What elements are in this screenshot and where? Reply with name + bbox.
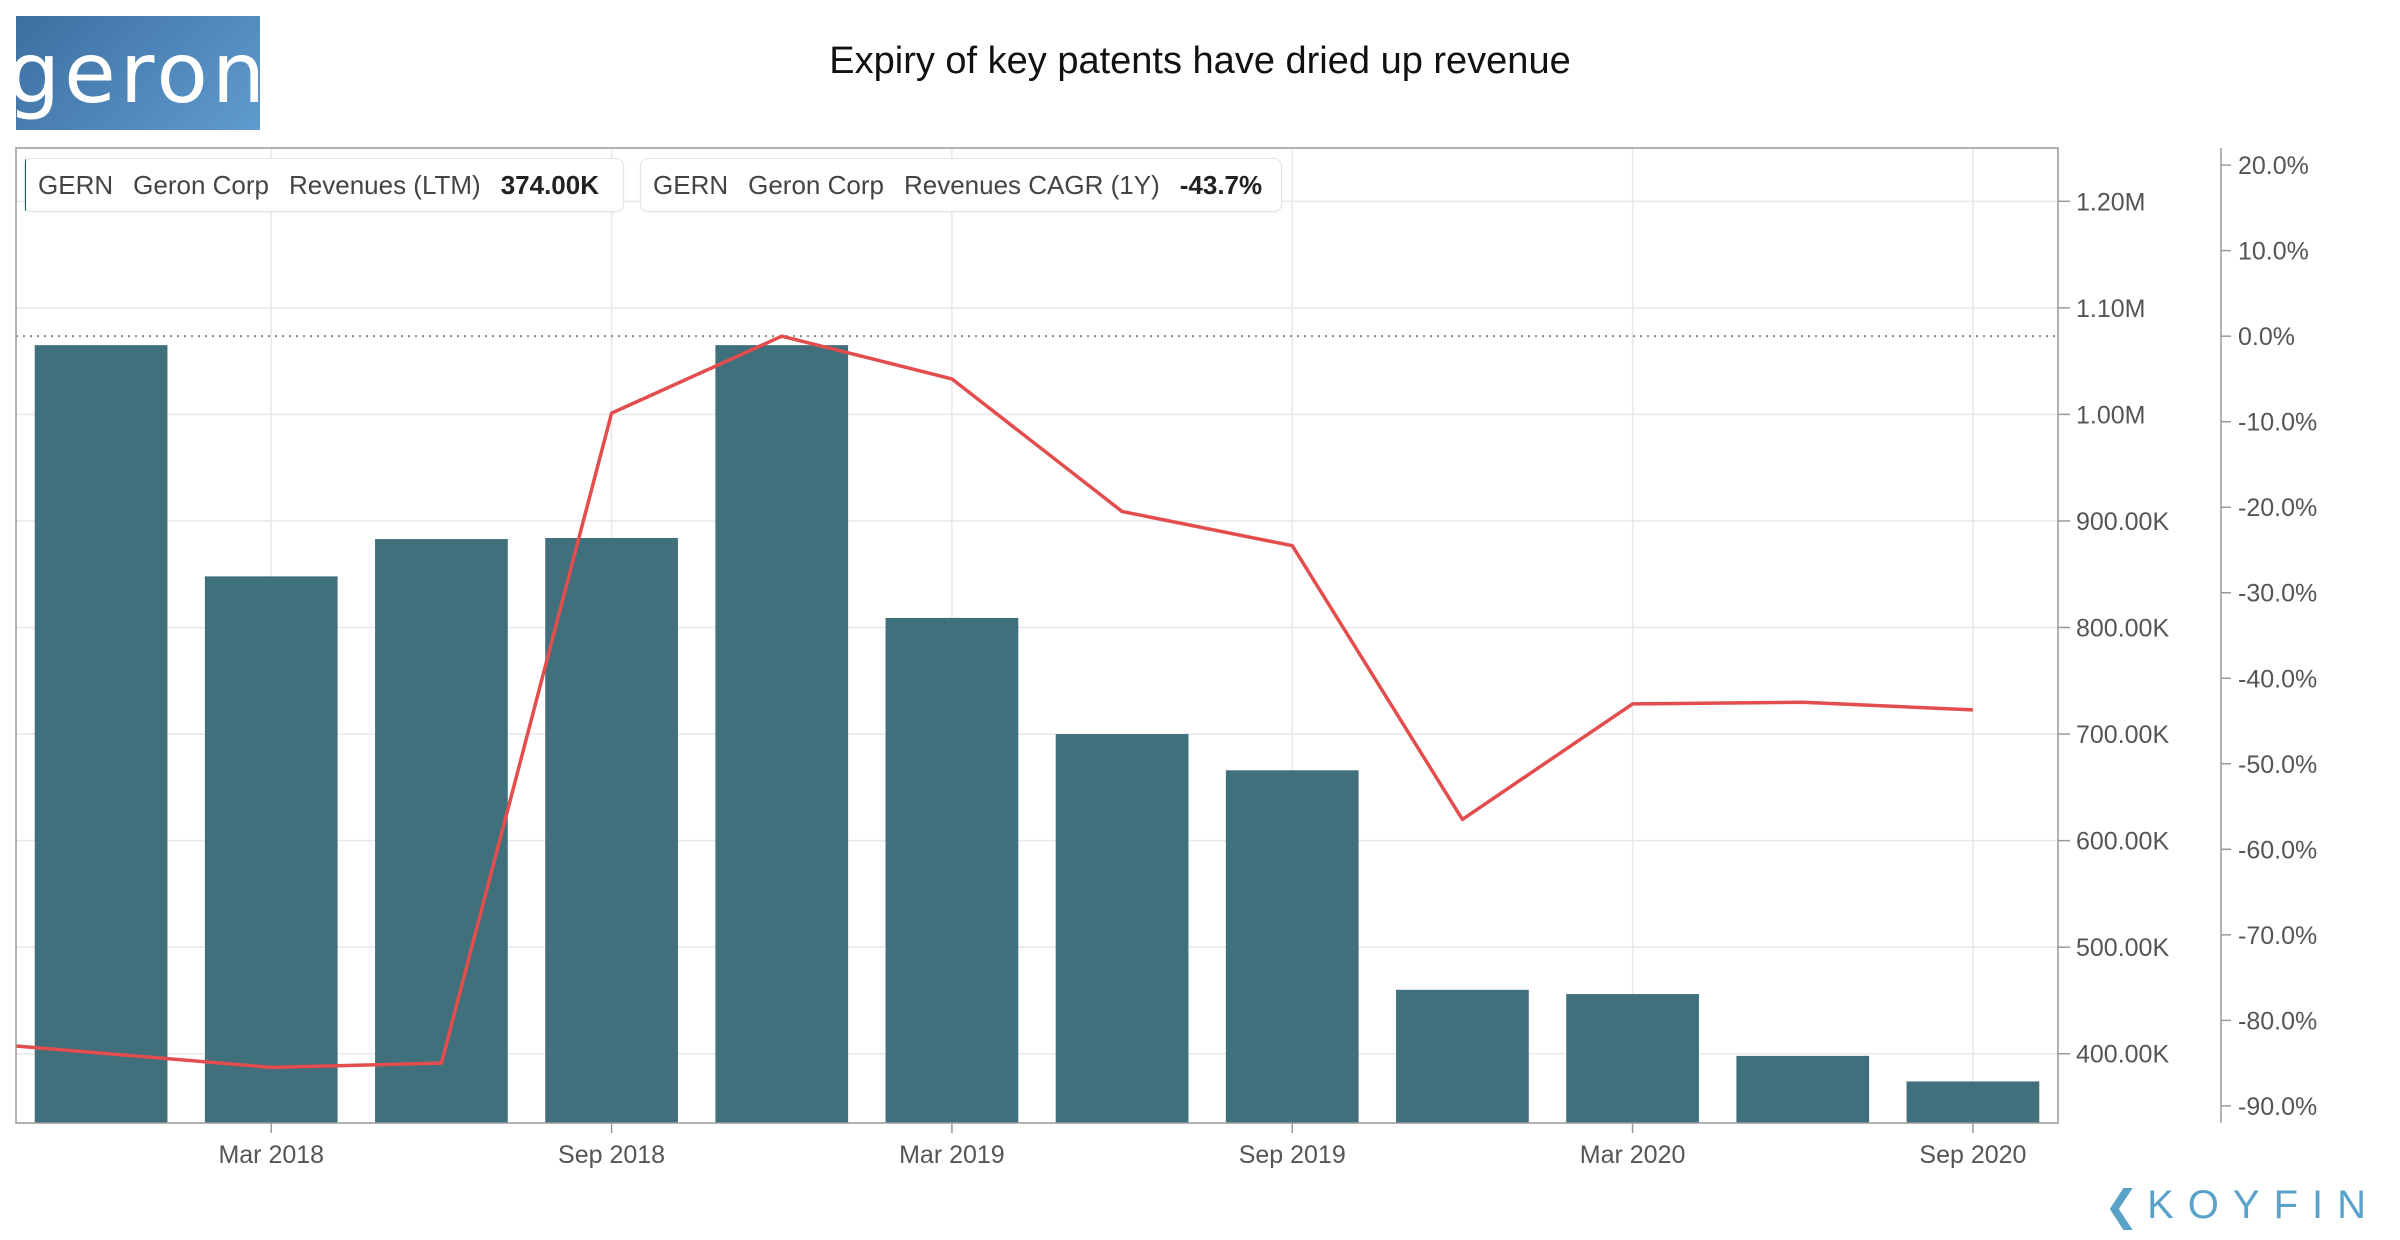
right-axis-tick-label: -50.0% <box>2238 751 2317 779</box>
koyfin-text: KOYFIN <box>2147 1183 2380 1227</box>
chart-title: Expiry of key patents have dried up reve… <box>829 40 1571 82</box>
right-axis-tick-label: -40.0% <box>2238 665 2317 693</box>
koyfin-brand: ❮ KOYFIN <box>2104 1181 2380 1230</box>
revenue-bar <box>1225 770 1359 1123</box>
revenue-bar <box>1906 1081 2040 1123</box>
x-tick-label: Sep 2019 <box>1239 1141 1346 1169</box>
legend-ticker: GERN <box>653 169 729 200</box>
revenue-bar <box>885 617 1019 1123</box>
x-tick-label: Mar 2018 <box>218 1141 324 1169</box>
legend-metric: Revenues CAGR (1Y) <box>903 169 1160 200</box>
revenue-bar <box>545 538 678 1123</box>
legend-revenues[interactable]: GERN Geron Corp Revenues (LTM) 374.00K <box>24 158 624 212</box>
legend-company: Geron Corp <box>133 169 269 200</box>
legend-value: 374.00K <box>500 169 599 200</box>
left-axis-tick-label: 500.00K <box>2076 934 2169 962</box>
revenue-bar <box>375 539 508 1123</box>
plot-frame <box>15 147 2059 1124</box>
revenue-bar <box>715 345 849 1124</box>
legend-color-mark <box>25 159 27 211</box>
right-axis-tick-label: -80.0% <box>2238 1007 2317 1035</box>
legend-metric: Revenues (LTM) <box>289 169 481 200</box>
left-axis-tick-label: 400.00K <box>2076 1041 2169 1069</box>
left-axis-tick-label: 1.10M <box>2076 295 2145 323</box>
revenue-bar <box>1396 989 1529 1123</box>
geron-logo: geron <box>7 16 265 130</box>
logo-text: geron <box>6 24 270 122</box>
x-tick-label: Sep 2018 <box>558 1141 665 1169</box>
cagr-line <box>15 334 1973 1070</box>
right-axis-tick-label: -70.0% <box>2238 922 2317 950</box>
right-axis-tick-label: -30.0% <box>2238 580 2317 608</box>
revenue-bar <box>1055 734 1189 1123</box>
revenue-bar <box>1736 1055 1870 1123</box>
left-axis-tick-label: 900.00K <box>2076 508 2169 536</box>
koyfin-chevron-icon: ❮ <box>2103 1182 2140 1229</box>
legend-ticker: GERN <box>38 169 114 200</box>
left-axis-tick-label: 800.00K <box>2076 615 2169 643</box>
x-tick-label: Mar 2019 <box>899 1141 1005 1169</box>
revenue-bar <box>1566 994 1699 1123</box>
revenue-bar <box>204 576 338 1123</box>
right-axis-tick-label: -90.0% <box>2238 1093 2317 1121</box>
left-axis-tick-label: 700.00K <box>2076 721 2169 749</box>
right-axis-tick-label: 10.0% <box>2238 238 2309 266</box>
x-tick-label: Sep 2020 <box>1919 1141 2026 1169</box>
left-axis-tick-label: 600.00K <box>2076 828 2169 856</box>
right-axis-tick-label: -10.0% <box>2238 409 2317 437</box>
legend-company: Geron Corp <box>748 169 884 200</box>
x-tick-label: Mar 2020 <box>1580 1141 1686 1169</box>
left-axis-tick-label: 1.20M <box>2076 188 2145 216</box>
right-axis-tick-label: -60.0% <box>2238 836 2317 864</box>
right-axis-tick-label: -20.0% <box>2238 494 2317 522</box>
right-axis-tick-label: 0.0% <box>2238 323 2295 351</box>
legend-cagr[interactable]: GERN Geron Corp Revenues CAGR (1Y) -43.7… <box>640 158 1282 212</box>
left-axis-tick-label: 1.00M <box>2076 401 2145 429</box>
legend-value: -43.7% <box>1179 169 1263 200</box>
right-axis-tick-label: 20.0% <box>2238 152 2309 180</box>
revenue-bar <box>34 345 168 1124</box>
